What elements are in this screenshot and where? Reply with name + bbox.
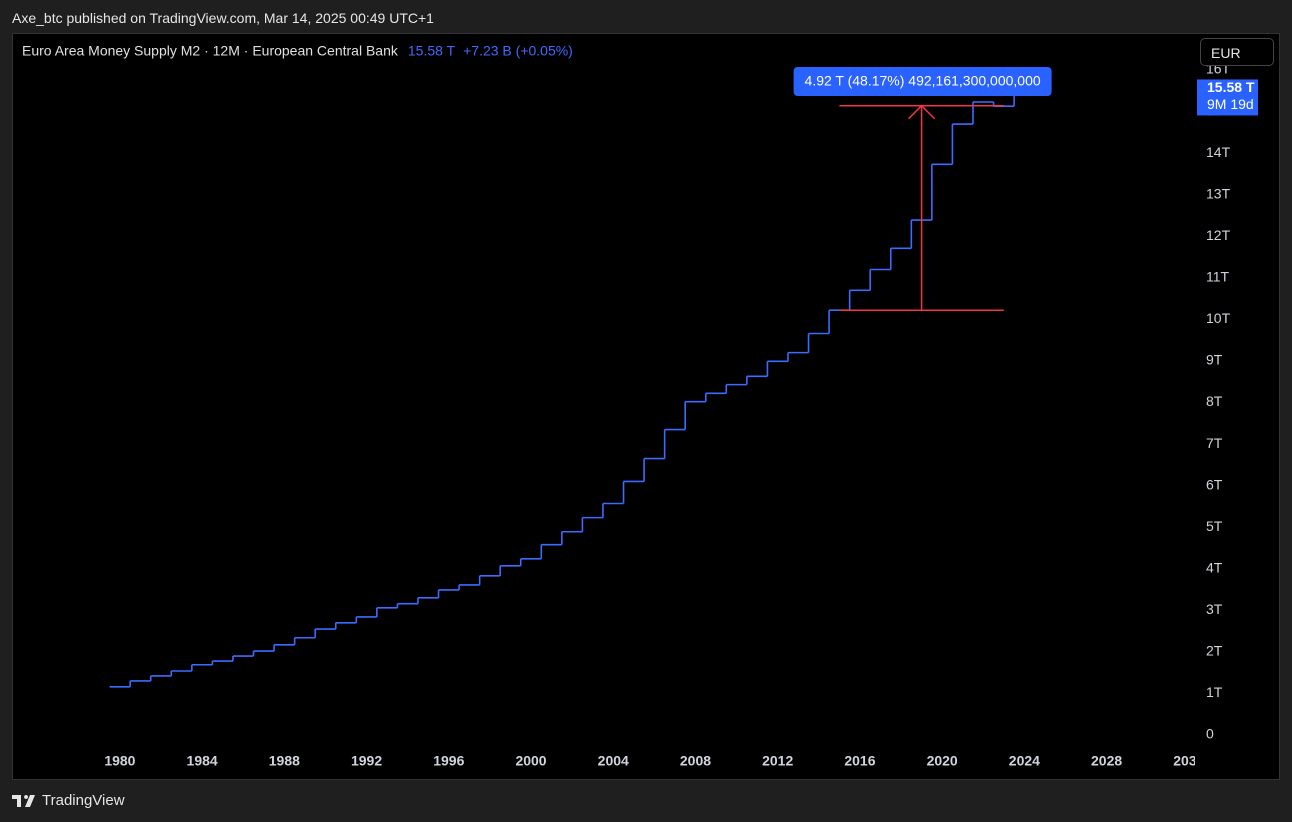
y-tick-label: 14T [1206,144,1231,160]
y-tick-label: 5T [1206,518,1223,534]
y-tick-label: 9T [1206,352,1223,368]
y-tick-label: 0 [1206,726,1214,742]
y-tick-label: 4T [1206,559,1223,575]
x-tick-label: 2028 [1091,753,1122,769]
brand: TradingView [12,792,125,809]
x-tick-label: 1996 [433,753,464,769]
y-tick-label: 11T [1206,269,1230,285]
chart-panel [12,33,1280,780]
x-tick-label: 2000 [515,753,546,769]
published-line: Axe_btc published on TradingView.com, Ma… [12,10,434,26]
chart-title: Euro Area Money Supply M2 · 12M · Europe… [22,43,399,59]
x-tick-label: 2008 [680,753,711,769]
last-value: 15.58 T [408,43,456,59]
x-tick-label: 1980 [104,753,135,769]
x-tick-label: 2024 [1009,753,1040,769]
x-tick-label: 1992 [351,753,382,769]
y-tick-label: 10T [1206,310,1231,326]
y-tick-label: 13T [1206,185,1231,201]
y-tick-label: 7T [1206,435,1223,451]
y-tick-label: 12T [1206,227,1231,243]
measure-label: 4.92 T (48.17%) 492,161,300,000,000 [805,73,1041,89]
y-tick-label: 3T [1206,601,1223,617]
logo [12,794,35,807]
x-tick-label: 1984 [187,753,218,769]
change: +7.23 B (+0.05%) [463,43,573,59]
brand-name: TradingView [42,792,125,809]
currency-button[interactable]: EUR [1200,38,1274,66]
x-tick-label: 2012 [762,753,793,769]
price-tag-value: 15.58 T [1207,79,1255,95]
y-tick-label: 2T [1206,643,1223,659]
price-tag [1197,79,1258,116]
y-tick-label: 6T [1206,476,1223,492]
y-tick-label: 8T [1206,393,1223,409]
x-tick-label: 1988 [269,753,300,769]
measure-label-box [793,67,1052,96]
y-tick-label: 1T [1206,684,1223,700]
plot-area: 1980 1984 1988 1992 1996 2000 2004 2008 2012 2016… [104,86,1204,769]
x-tick-label: 2020 [927,753,958,769]
x-tick-label: 2004 [598,753,629,769]
x-tick-label: 2016 [844,753,875,769]
arrow-head [908,104,936,120]
x-tick-label: 2032 [1173,753,1204,769]
price-tag-countdown: 9M 19d [1207,96,1254,112]
